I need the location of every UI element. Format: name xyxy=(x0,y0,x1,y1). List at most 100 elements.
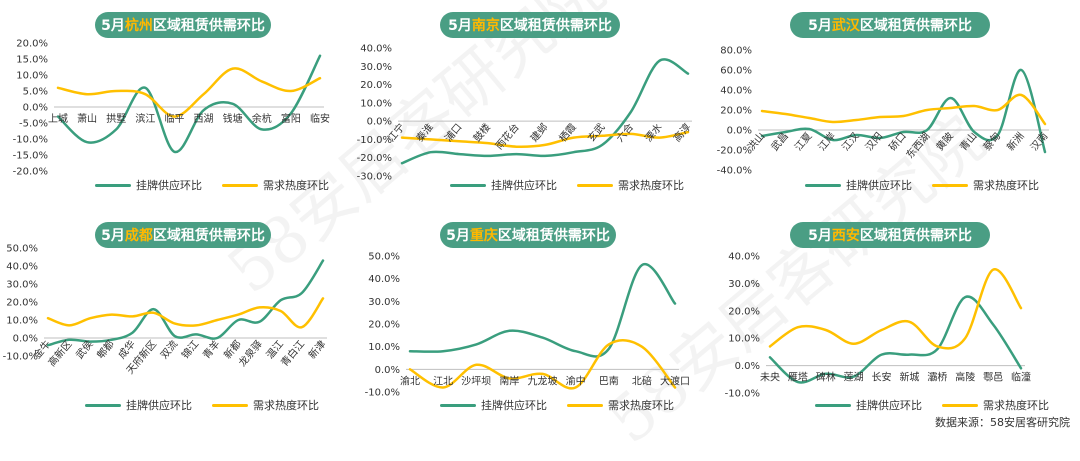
chart-legend: 挂牌供应环比 需求热度环比 xyxy=(805,177,1053,193)
title-suffix: 区域租赁供需环比 xyxy=(859,228,972,244)
chart-svg: 20.0% 15.0% 10.0% 5.0% 0.0% -5.0% -10.0% -15.0%… xyxy=(13,39,330,178)
x-tick-label: 双流 xyxy=(157,338,180,362)
chengdu-chart: 5月 成都 区域租赁供需环比 50.0% 40.0% 30.0% 20.0% 10.0% 0.0… xyxy=(0,210,360,420)
x-tick-label: 东西湖 xyxy=(903,130,932,161)
y-tick-label: -20.0% xyxy=(357,153,392,164)
legend-swatch xyxy=(815,403,851,407)
y-tick-label: 20.0% xyxy=(728,306,760,317)
y-tick-label: 10.0% xyxy=(16,71,48,82)
y-tick-label: 0.0% xyxy=(727,126,752,137)
legend-item: 挂牌供应环比 xyxy=(450,177,557,193)
x-tick-label: 上城 xyxy=(48,113,68,125)
title-month: 5月 xyxy=(808,18,832,34)
legend-swatch xyxy=(440,403,476,407)
chart-svg: 80.0%60.0%40.0%20.0%0.0%-20.0%-40.0%洪山 武昌… xyxy=(717,46,1051,177)
xian-chart: 5月 西安 区域租赁供需环比 40.0% 30.0% 20.0% 10.0% 0.0% -10.… xyxy=(720,210,1080,420)
y-tick-label: 15.0% xyxy=(16,55,48,66)
title-city: 西安 xyxy=(831,228,860,244)
y-tick-label: 30.0% xyxy=(6,280,38,291)
series-line-supply xyxy=(46,259,325,347)
x-tick-label: 碑林 xyxy=(816,371,836,384)
legend-item: 挂牌供应环比 xyxy=(85,397,192,413)
title-city: 成都 xyxy=(124,228,153,244)
y-tick-label: -10.0% xyxy=(13,135,48,146)
x-tick-label: 秦淮 xyxy=(413,121,436,145)
series-line-demand xyxy=(760,93,1047,126)
y-tick-label: -5.0% xyxy=(19,119,48,130)
x-tick-label: 巴南 xyxy=(599,374,619,387)
hangzhou-chart: 5月 杭州 区域租赁供需环比 20.0% 15.0% 10.0% 5.0% 0.0% -5.0%… xyxy=(0,0,360,210)
chart-title: 5月 南京 区域租赁供需环比 xyxy=(440,12,620,38)
legend-label: 挂牌供应环比 xyxy=(481,399,547,412)
x-tick-label: 江北 xyxy=(433,375,453,387)
legend-label: 需求热度环比 xyxy=(608,399,674,412)
series-line-supply xyxy=(760,68,1047,154)
chart-title: 5月 杭州 区域租赁供需环比 xyxy=(95,12,271,38)
x-tick-label: 长安 xyxy=(872,371,892,384)
legend-item: 挂牌供应环比 xyxy=(805,177,912,193)
chart-svg: 50.0%40.0%30.0%20.0%10.0%0.0%-10.0%金牛高新区… xyxy=(3,244,329,377)
y-tick-label: -20.0% xyxy=(13,167,48,178)
legend-label: 需求热度环比 xyxy=(263,179,329,192)
y-tick-label: 0.0% xyxy=(375,365,400,376)
x-tick-label: 临安 xyxy=(310,112,330,125)
x-tick-label: 锦江 xyxy=(179,338,202,362)
legend-swatch xyxy=(577,183,613,187)
x-tick-label: 青白江 xyxy=(278,338,307,369)
chart-legend: 挂牌供应环比 需求热度环比 xyxy=(95,177,343,193)
x-tick-label: 九龙坡 xyxy=(528,374,558,387)
legend-label: 挂牌供应环比 xyxy=(846,179,912,192)
chart-title: 5月 武汉 区域租赁供需环比 xyxy=(790,12,990,38)
legend-item: 需求热度环比 xyxy=(222,177,329,193)
chart-legend: 挂牌供应环比 需求热度环比 xyxy=(440,397,688,413)
series-line-supply xyxy=(56,54,322,154)
x-tick-label: 莲湖 xyxy=(844,372,864,384)
nanjing-chart: 5月 南京 区域租赁供需环比 40.0% 30.0% 20.0% 10.0% 0.0% -10.… xyxy=(357,0,720,210)
y-tick-label: -40.0% xyxy=(717,166,752,177)
legend-item: 需求热度环比 xyxy=(567,397,674,413)
chart-legend: 挂牌供应环比 需求热度环比 xyxy=(450,177,698,193)
y-tick-label: 40.0% xyxy=(6,262,38,273)
title-suffix: 区域租赁供需环比 xyxy=(152,18,265,34)
legend-label: 挂牌供应环比 xyxy=(126,399,192,412)
chart-svg: 40.0% 30.0% 20.0% 10.0% 0.0% -10.0% -20.0% -30.… xyxy=(357,44,694,183)
y-tick-label: -10.0% xyxy=(357,135,392,146)
x-tick-label: 雁塔 xyxy=(788,371,808,384)
x-tick-label: 江夏 xyxy=(792,130,814,153)
series-line-demand xyxy=(46,297,325,329)
y-tick-label: 0.0% xyxy=(735,361,760,372)
legend-swatch xyxy=(212,403,248,407)
legend-item: 需求热度环比 xyxy=(942,397,1049,413)
title-city: 武汉 xyxy=(831,18,860,34)
legend-swatch xyxy=(222,183,258,187)
x-tick-label: 玄武 xyxy=(585,121,608,145)
legend-item: 需求热度环比 xyxy=(577,177,684,193)
series-line-supply xyxy=(768,295,1023,384)
legend-label: 挂牌供应环比 xyxy=(491,179,557,192)
x-tick-label: 西湖 xyxy=(194,113,214,125)
x-tick-label: 硚口 xyxy=(887,130,909,153)
x-tick-label: 南岸 xyxy=(499,374,519,387)
x-tick-label: 渝中 xyxy=(566,374,586,387)
title-month: 5月 xyxy=(101,228,125,244)
title-city: 杭州 xyxy=(124,18,153,34)
x-tick-label: 江汉 xyxy=(840,130,862,153)
x-tick-label: 龙泉驿 xyxy=(236,338,265,369)
legend-label: 需求热度环比 xyxy=(983,399,1049,412)
y-tick-label: 30.0% xyxy=(728,279,760,290)
chart-legend: 挂牌供应环比 需求热度环比 xyxy=(815,397,1063,413)
y-tick-label: -20.0% xyxy=(717,146,752,157)
y-tick-label: 0.0% xyxy=(13,334,38,345)
legend-label: 挂牌供应环比 xyxy=(856,399,922,412)
x-tick-label: 新津 xyxy=(305,338,328,362)
x-tick-label: 北碚 xyxy=(632,374,652,387)
x-tick-label: 新城 xyxy=(899,371,919,384)
x-tick-label: 新洲 xyxy=(1004,130,1027,154)
x-tick-label: 灞桥 xyxy=(927,372,947,384)
title-suffix: 区域租赁供需环比 xyxy=(497,228,610,244)
legend-swatch xyxy=(95,183,131,187)
y-tick-label: 20.0% xyxy=(720,106,752,117)
chongqing-chart: 5月 重庆 区域租赁供需环比 50.0% 40.0% 30.0% 20.0% 10.0% 0.0… xyxy=(360,210,720,420)
y-tick-label: 40.0% xyxy=(368,274,400,285)
x-tick-label: 拱墅 xyxy=(106,112,126,125)
